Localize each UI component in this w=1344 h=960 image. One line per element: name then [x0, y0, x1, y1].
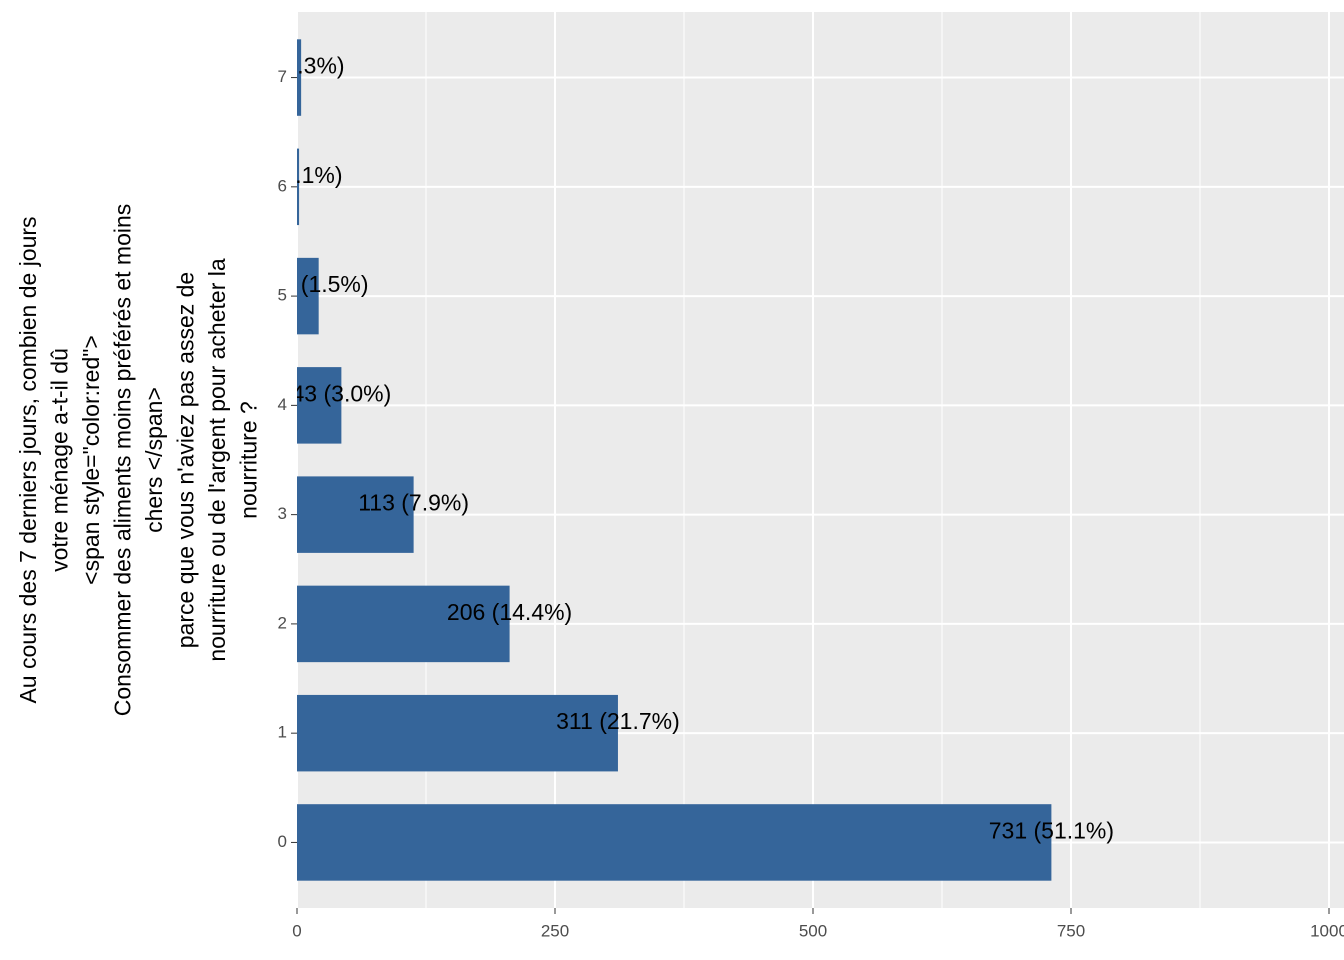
bar	[297, 257, 319, 335]
value-label: 4 (0.3%)	[258, 53, 345, 79]
bar	[297, 367, 342, 444]
value-label: 43 (3.0%)	[292, 380, 392, 406]
y-tick-label: 1	[278, 723, 287, 742]
y-axis-title: Consommer des aliments moins préférés et…	[110, 204, 136, 717]
axes: 0 250 500 750 1000 0 1 2 3 4 5 6 7	[278, 67, 1344, 940]
y-tick-label: 7	[278, 67, 287, 86]
y-tick-label: 2	[278, 613, 287, 632]
bar	[297, 585, 510, 663]
y-axis-title: <span style="color:red">	[78, 335, 104, 585]
value-label: 311 (21.7%)	[556, 708, 680, 734]
value-label: 2 (0.1%)	[256, 162, 343, 188]
value-label: 21 (1.5%)	[269, 271, 369, 297]
bar	[297, 476, 414, 553]
x-tick-label: 0	[292, 921, 301, 940]
y-axis-title: parce que vous n'aviez pas assez de	[173, 272, 199, 648]
y-axis-title: chers </span>	[141, 387, 167, 533]
y-tick-label: 5	[278, 286, 287, 305]
x-tick-label: 250	[541, 921, 569, 940]
y-axis-title: votre ménage a-t-il dû	[47, 348, 73, 572]
y-tick-label: 6	[278, 176, 287, 195]
value-label: 113 (7.9%)	[358, 490, 469, 516]
y-axis-title: nourriture ou de l'argent pour acheter l…	[204, 258, 230, 662]
y-tick-label: 0	[278, 832, 287, 851]
bar	[297, 804, 1052, 881]
y-axis-title: Au cours des 7 derniers jours, combien d…	[15, 216, 41, 703]
y-axis-title: nourriture ?	[236, 401, 262, 519]
value-label: 206 (14.4%)	[447, 599, 572, 625]
value-label: 731 (51.1%)	[989, 818, 1114, 844]
x-tick-label: 500	[799, 921, 827, 940]
panel	[297, 12, 1344, 908]
y-tick-label: 3	[278, 504, 287, 523]
bar	[297, 694, 618, 772]
marks: 731 (51.1%) 311 (21.7%) 206 (14.4%) 113 (7.…	[256, 39, 1114, 881]
bar	[297, 148, 300, 226]
x-tick-label: 750	[1057, 921, 1085, 940]
x-tick-label: 1000	[1310, 921, 1344, 940]
y-tick-label: 4	[278, 395, 287, 414]
bar	[297, 39, 302, 116]
